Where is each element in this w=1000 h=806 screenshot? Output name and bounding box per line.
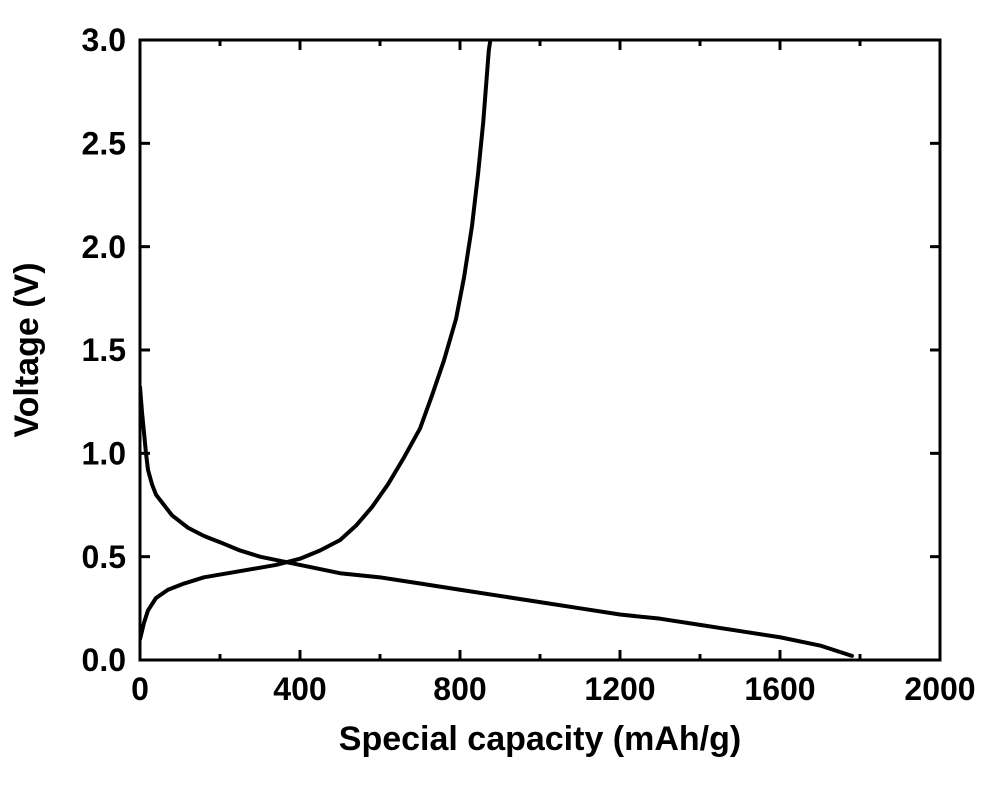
x-axis-label: Special capacity (mAh/g) bbox=[339, 720, 741, 758]
x-tick-label: 1200 bbox=[584, 671, 655, 707]
y-tick-label: 0.0 bbox=[82, 642, 126, 678]
y-tick-label: 1.5 bbox=[82, 332, 126, 368]
y-tick-label: 3.0 bbox=[82, 22, 126, 58]
chart-background bbox=[0, 0, 1000, 806]
y-tick-label: 0.5 bbox=[82, 539, 126, 575]
x-tick-label: 800 bbox=[433, 671, 486, 707]
y-tick-label: 2.5 bbox=[82, 126, 126, 162]
x-tick-label: 0 bbox=[131, 671, 149, 707]
chart-container: 0 400 800 1200 1600 2000 0.0 0.5 1.0 1.5 2.0 2.5 3.0… bbox=[0, 0, 1000, 806]
voltage-capacity-chart: 0 400 800 1200 1600 2000 0.0 0.5 1.0 1.5 2.0 2.5 3.0… bbox=[0, 0, 1000, 806]
y-axis-label: Voltage (V) bbox=[8, 262, 46, 437]
x-tick-label: 2000 bbox=[904, 671, 975, 707]
y-tick-label: 2.0 bbox=[82, 229, 126, 265]
y-tick-label: 1.0 bbox=[82, 436, 126, 472]
x-tick-label: 1600 bbox=[744, 671, 815, 707]
x-tick-label: 400 bbox=[273, 671, 326, 707]
